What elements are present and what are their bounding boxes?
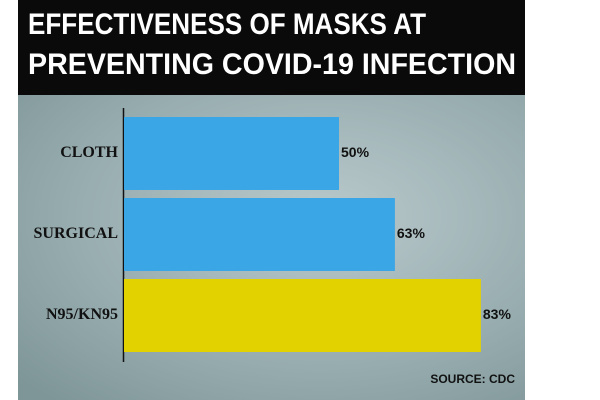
header [18,0,525,95]
value-label: 63% [397,225,426,241]
source: SOURCE: CDC [430,372,515,386]
y-tick-label: SURGICAL [34,225,118,242]
y-tick-label: N95/KN95 [46,306,118,323]
value-label: 83% [483,306,512,322]
value-label: 50% [341,144,370,160]
y-tick-label: CLOTH [60,144,118,161]
bar [124,198,395,271]
chart-title: EFFECTIVENESS OF MASKS AT [28,8,426,41]
chart-title: PREVENTING COVID-19 INFECTION [28,48,516,81]
bar [124,279,481,352]
bar [124,117,339,190]
